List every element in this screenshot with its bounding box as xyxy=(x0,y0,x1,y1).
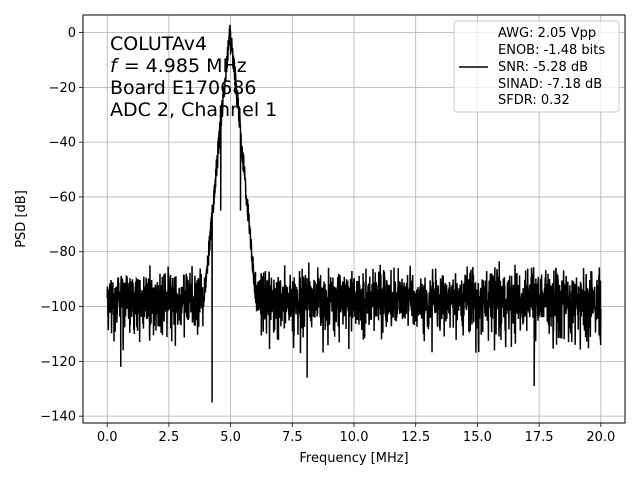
y-tick-label: 0 xyxy=(68,26,76,41)
annotation-f-symbol: f xyxy=(110,55,120,77)
x-tick-label: 7.5 xyxy=(282,430,303,445)
legend-entry-sinad: SINAD: -7.18 dB xyxy=(498,77,602,92)
legend: AWG: 2.05 Vpp ENOB: -1.48 bits SNR: -5.2… xyxy=(453,20,620,113)
y-tick-label: −20 xyxy=(49,81,76,96)
legend-entry-enob: ENOB: -1.48 bits xyxy=(498,43,605,58)
psd-series-line xyxy=(106,24,602,403)
y-tick-label: −100 xyxy=(40,300,76,315)
chip-annotation: COLUTAv4 f = 4.985 MHz Board E170686 ADC … xyxy=(110,33,277,121)
x-tick-label: 20.0 xyxy=(586,430,615,445)
annotation-line-frequency: f = 4.985 MHz xyxy=(110,55,247,77)
y-tick-label: −140 xyxy=(40,410,76,425)
y-tick-label: −120 xyxy=(40,355,76,370)
legend-entry-sfdr: SFDR: 0.32 xyxy=(498,93,570,108)
y-tick-label: −40 xyxy=(49,136,76,151)
series-group xyxy=(106,24,602,403)
axis-ticks: 0.0 2.5 5.0 7.5 10.0 12.5 15.0 17.5 20.0 0 −20 −40 −… xyxy=(40,26,615,445)
annotation-line-chip: COLUTAv4 xyxy=(110,33,207,55)
annotation-line-board: Board E170686 xyxy=(110,77,256,99)
legend-entry-awg: AWG: 2.05 Vpp xyxy=(498,26,596,41)
y-tick-label: −60 xyxy=(49,190,76,205)
x-tick-label: 12.5 xyxy=(401,430,430,445)
y-tick-label: −80 xyxy=(49,245,76,260)
x-tick-label: 10.0 xyxy=(340,430,369,445)
x-axis-label: Frequency [MHz] xyxy=(299,451,408,466)
legend-entry-snr: SNR: -5.28 dB xyxy=(498,60,588,75)
x-tick-label: 2.5 xyxy=(159,430,180,445)
x-tick-label: 17.5 xyxy=(525,430,554,445)
legend-box xyxy=(453,20,620,113)
x-tick-label: 0.0 xyxy=(97,430,118,445)
annotation-line-adc: ADC 2, Channel 1 xyxy=(110,99,277,121)
y-axis-label: PSD [dB] xyxy=(14,190,29,248)
annotation-frequency-value: = 4.985 MHz xyxy=(124,55,247,77)
x-tick-label: 15.0 xyxy=(463,430,492,445)
x-tick-label: 5.0 xyxy=(220,430,241,445)
